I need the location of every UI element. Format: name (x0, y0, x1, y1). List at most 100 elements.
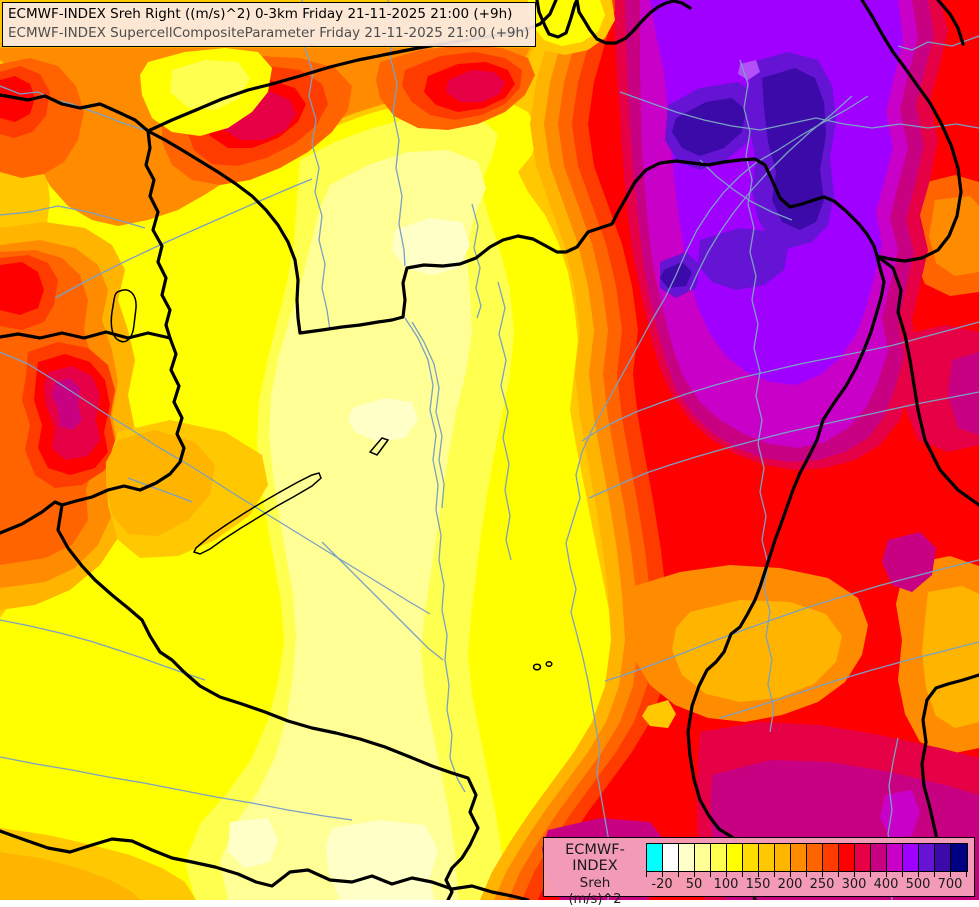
legend-swatch (887, 844, 903, 871)
border-ua-ro (875, 254, 979, 507)
map-title-line1: ECMWF-INDEX Sreh Right ((m/s)^2) 0-3km F… (8, 6, 513, 22)
contour-north-crimson (446, 70, 505, 102)
river-tisza (565, 95, 869, 900)
legend-tick (710, 871, 711, 877)
river-vah (301, 0, 331, 331)
border-sava-south (0, 829, 530, 900)
legend-swatch (695, 844, 711, 871)
river-maros (604, 559, 979, 682)
contour-west-red (0, 262, 44, 315)
border-sk-pl-top (535, 0, 692, 45)
legend-tick-label: 500 (905, 877, 931, 892)
lakes (110, 289, 553, 671)
contour-ne-lightviolet-notch (738, 60, 760, 80)
contour-top-yellow-island (528, 0, 605, 46)
river-danube (404, 317, 466, 793)
legend-tick (678, 871, 679, 877)
legend-swatch (871, 844, 887, 871)
legend-tick (774, 871, 775, 877)
legend-swatch (823, 844, 839, 871)
contour-rightedge-magenta (948, 352, 979, 435)
legend-swatch (855, 844, 871, 871)
legend-tick (902, 871, 903, 877)
border-nw-horizontal (0, 93, 150, 133)
legend-swatch (759, 844, 775, 871)
legend-swatch (727, 844, 743, 871)
contour-rightedge-amber (922, 586, 979, 728)
legend-swatch (951, 844, 967, 871)
river-ipoly (471, 203, 482, 319)
contour-cream-core (392, 218, 470, 275)
legend-tick-label: 300 (841, 877, 867, 892)
legend-swatch (743, 844, 759, 871)
legend-swatch (919, 844, 935, 871)
legend-swatch (711, 844, 727, 871)
border-ne-corner (936, 0, 965, 46)
contour-ne-indigo-core (762, 68, 826, 230)
legend-parameter-label: Sreh (579, 875, 611, 891)
contour-west-magenta-core (52, 378, 82, 430)
legend-tick-label: 100 (713, 877, 739, 892)
contour-ne-indigo-core (672, 98, 746, 156)
river-nw-small (0, 205, 146, 229)
legend-color-bar (646, 843, 968, 872)
border-at-si-west (0, 330, 172, 340)
legend-swatch (775, 844, 791, 871)
legend-tick (918, 871, 919, 877)
legend-tick (838, 871, 839, 877)
legend-tick-label: 700 (937, 877, 963, 892)
small-lake-outline (545, 661, 553, 667)
legend-tick (662, 871, 663, 877)
legend-tick-label: 400 (873, 877, 899, 892)
river-hernad (739, 59, 775, 733)
contour-rightedge-patch-core (929, 196, 979, 276)
river-raba (54, 178, 313, 299)
legend-swatch (903, 844, 919, 871)
legend-tick-label: 150 (745, 877, 771, 892)
river-koros-2 (588, 391, 979, 499)
river-bottom-left (0, 756, 353, 821)
contour-cream-core (326, 820, 438, 900)
title-box: ECMWF-INDEX Sreh Right ((m/s)^2) 0-3km F… (2, 2, 537, 47)
legend-text-column: ECMWF-INDEX Sreh (m/s)^2 (546, 842, 644, 907)
legend-swatch (791, 844, 807, 871)
legend-tick (806, 871, 807, 877)
legend-swatch (647, 844, 663, 871)
border-ro-rs (920, 673, 979, 842)
legend-swatch (679, 844, 695, 871)
contour-island-gold-spot (642, 700, 676, 728)
legend-tick-label: 250 (809, 877, 835, 892)
legend-tick (790, 871, 791, 877)
border-hu-ro-east (686, 266, 886, 900)
border-sk-ua-ne (860, 0, 963, 263)
border-hu-hr-drava (0, 500, 480, 900)
legend-tick (950, 871, 951, 877)
map-title-line2: ECMWF-INDEX SupercellCompositeParameter … (8, 25, 530, 41)
contour-ne-purple-patch (698, 228, 788, 290)
legend-tick (934, 871, 935, 877)
contour-magenta-blob (882, 532, 936, 592)
legend-tick (870, 871, 871, 877)
river-ne-eastwest (619, 91, 979, 131)
contour-balaton-amber (106, 430, 215, 536)
legend-swatch (839, 844, 855, 871)
border-hu-si-hr (60, 336, 186, 507)
legend-tick (966, 871, 967, 877)
river-left-mid (0, 619, 206, 681)
river-mura-drava (0, 351, 431, 615)
legend-tick-label: -20 (651, 877, 673, 892)
legend-model-label: ECMWF-INDEX (565, 842, 625, 874)
legend-swatch (935, 844, 951, 871)
legend-tick (742, 871, 743, 877)
legend-tick (694, 871, 695, 877)
lake-balaton-outline (192, 472, 322, 555)
river-danube-branch (411, 321, 445, 509)
contour-cream-core (348, 398, 418, 442)
contour-lightyellow (220, 150, 486, 900)
lake-tisza-outline (368, 437, 390, 456)
legend-tick-label: 50 (685, 877, 703, 892)
legend-tick (854, 871, 855, 877)
